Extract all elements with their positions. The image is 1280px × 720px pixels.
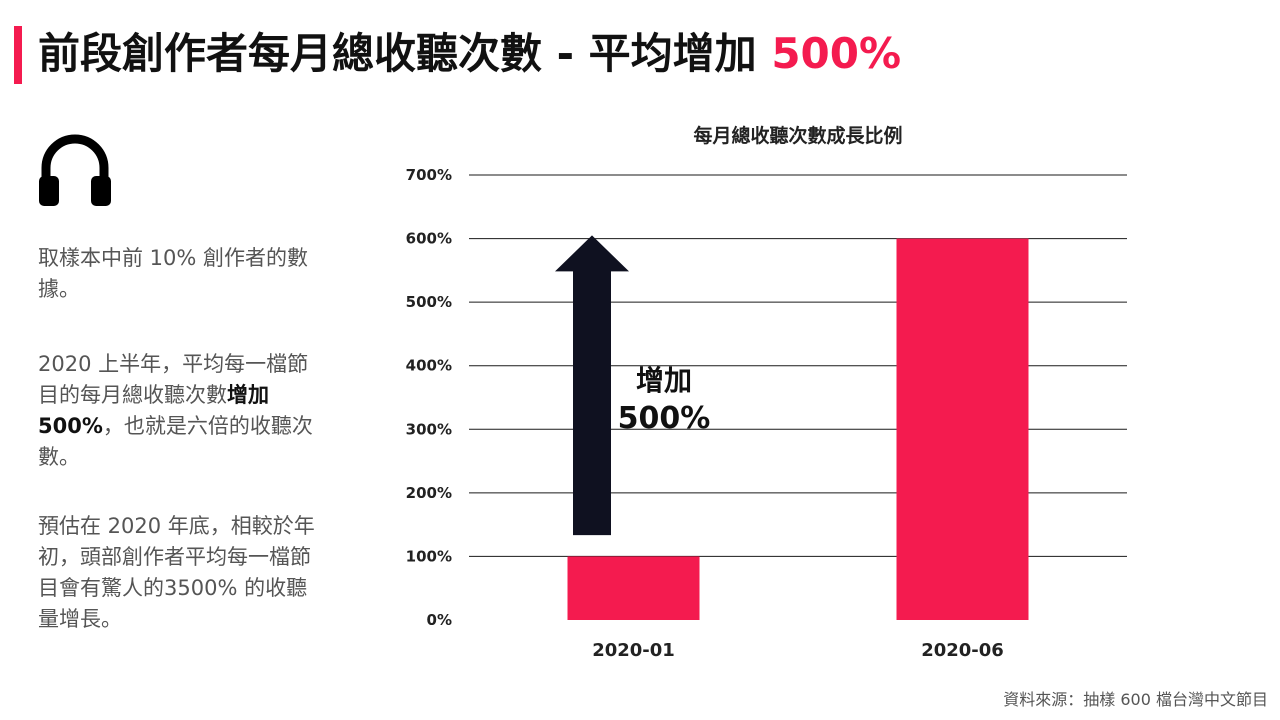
annotation-label-line1: 增加	[636, 364, 692, 397]
y-tick-label: 100%	[406, 547, 452, 565]
chart-title: 每月總收聽次數成長比例	[693, 124, 902, 147]
headphones-icon	[39, 134, 111, 206]
y-tick-label: 600%	[406, 230, 452, 248]
y-tick-label: 200%	[406, 484, 452, 502]
x-tick-label: 2020-06	[921, 640, 1004, 661]
growth-text-before: 2020 上半年，平均每一檔節目的每月總收聽次數	[38, 352, 309, 407]
page-title-highlight: 500%	[771, 29, 902, 78]
growth-text-after: ，也就是六倍的收聽次數。	[38, 414, 313, 469]
y-tick-label: 700%	[406, 166, 452, 184]
y-tick-label: 300%	[406, 420, 452, 438]
x-tick-label: 2020-01	[592, 640, 675, 661]
page-title: 前段創作者每月總收聽次數 - 平均增加 500%	[38, 26, 901, 82]
title-accent-bar	[14, 26, 22, 84]
annotation-label-line2: 500%	[618, 401, 711, 436]
chart-svg: 每月總收聽次數成長比例 0% 100% 200% 300% 400% 500% 600% 700…	[406, 124, 1127, 661]
page-title-text: 前段創作者每月總收聽次數 - 平均增加	[38, 29, 772, 78]
growth-text-bold: 增加 500%	[38, 383, 269, 438]
growth-description: 2020 上半年，平均每一檔節目的每月總收聽次數增加 500%，也就是六倍的收聽…	[38, 349, 328, 473]
bar	[896, 238, 1029, 621]
growth-arrow	[555, 235, 629, 536]
y-tick-label: 400%	[406, 357, 452, 375]
forecast-description: 預估在 2020 年底，相較於年初，頭部創作者平均每一檔節目會有驚人的3500%…	[38, 514, 315, 631]
growth-chart: 每月總收聽次數成長比例 0% 100% 200% 300% 400% 500% 600% 700…	[380, 110, 1180, 670]
bar	[567, 556, 700, 620]
y-tick-label: 0%	[427, 611, 452, 629]
data-source: 資料來源：抽樣 600 檔台灣中文節目	[1003, 690, 1268, 709]
y-tick-label: 500%	[406, 293, 452, 311]
sample-description: 取樣本中前 10% 創作者的數據。	[38, 246, 309, 301]
